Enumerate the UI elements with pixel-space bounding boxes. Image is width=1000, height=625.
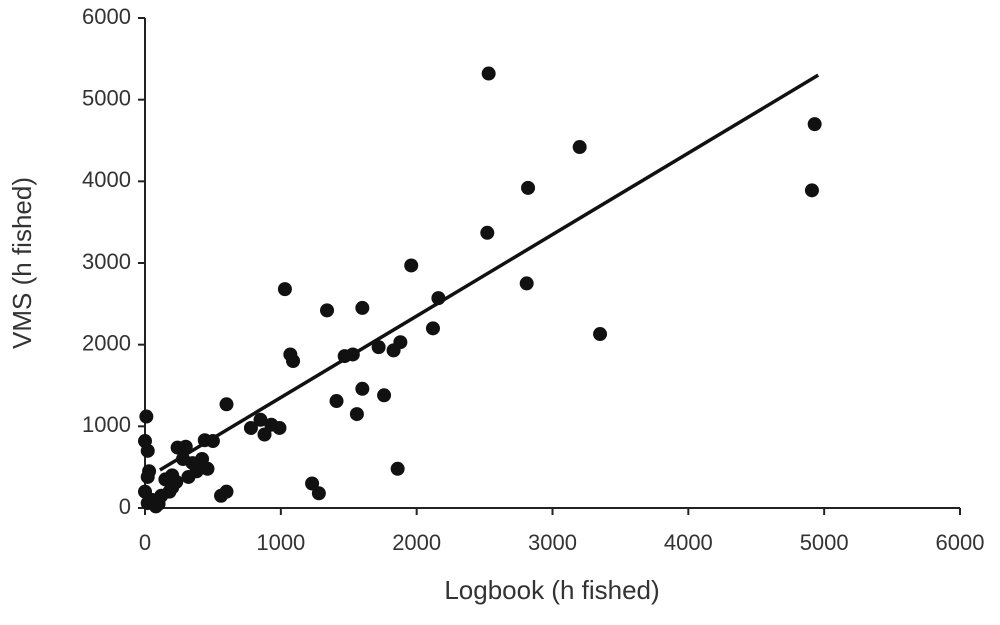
point	[272, 420, 287, 435]
point	[200, 461, 215, 476]
x-tick-label: 6000	[936, 530, 985, 555]
point	[425, 321, 440, 336]
point	[329, 394, 344, 409]
x-tick-label: 5000	[800, 530, 849, 555]
point	[804, 183, 819, 198]
x-tick-label: 4000	[664, 530, 713, 555]
point	[170, 440, 185, 455]
point	[355, 300, 370, 315]
point	[371, 340, 386, 355]
point	[139, 409, 154, 424]
point	[349, 407, 364, 422]
y-tick-label: 2000	[82, 330, 131, 355]
point	[181, 469, 196, 484]
x-tick-label: 0	[139, 530, 151, 555]
y-tick-label: 5000	[82, 85, 131, 110]
point	[165, 480, 180, 495]
point	[572, 140, 587, 155]
point	[311, 486, 326, 501]
point	[320, 303, 335, 318]
point	[390, 461, 405, 476]
point	[185, 456, 200, 471]
y-tick-label: 3000	[82, 249, 131, 274]
point	[140, 443, 155, 458]
x-tick-label: 2000	[392, 530, 441, 555]
point	[377, 388, 392, 403]
point	[480, 225, 495, 240]
point	[277, 282, 292, 297]
point	[140, 469, 155, 484]
point	[404, 258, 419, 273]
y-tick-label: 0	[119, 494, 131, 519]
x-axis-label: Logbook (h fished)	[444, 575, 659, 605]
x-tick-label: 1000	[256, 530, 305, 555]
point	[481, 66, 496, 81]
point	[253, 412, 268, 427]
point	[243, 420, 258, 435]
point	[519, 276, 534, 291]
point	[355, 381, 370, 396]
point	[214, 488, 229, 503]
y-tick-label: 1000	[82, 412, 131, 437]
y-axis-label: VMS (h fished)	[7, 177, 37, 349]
point	[521, 180, 536, 195]
x-tick-label: 3000	[528, 530, 577, 555]
point	[286, 354, 301, 368]
y-tick-label: 6000	[82, 4, 131, 29]
point	[807, 117, 822, 132]
point	[386, 343, 401, 358]
point	[593, 327, 608, 342]
point	[305, 476, 320, 491]
point	[219, 397, 234, 412]
point	[148, 499, 163, 514]
fit-line	[159, 73, 820, 472]
y-tick-label: 4000	[82, 167, 131, 192]
point	[257, 427, 272, 442]
